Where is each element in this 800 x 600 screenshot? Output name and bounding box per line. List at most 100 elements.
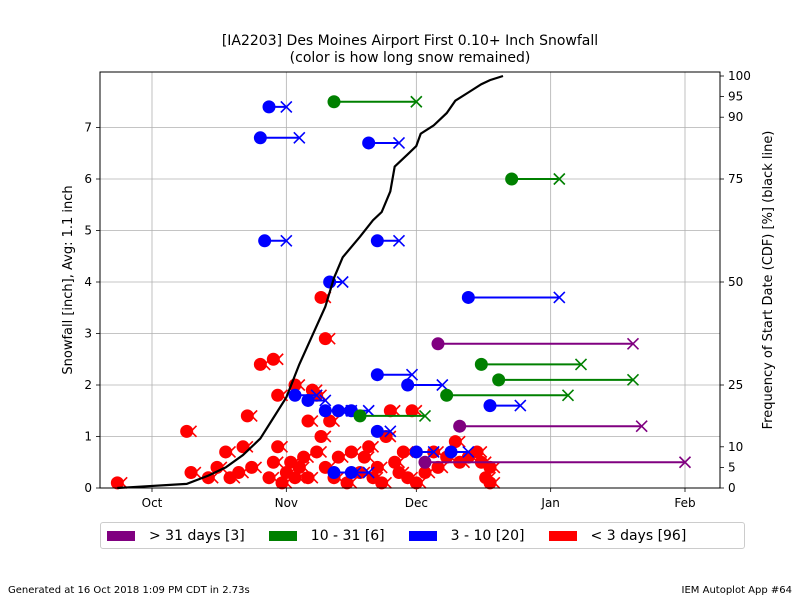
end-marker-x bbox=[553, 291, 566, 304]
end-marker-x bbox=[436, 378, 449, 392]
start-marker-dot bbox=[318, 404, 332, 418]
end-marker-x bbox=[336, 275, 349, 289]
y-axis-label-left: Snowfall [inch], Avg: 1.1 inch bbox=[61, 185, 76, 374]
start-marker-dot bbox=[331, 404, 345, 418]
start-marker-dot bbox=[314, 430, 328, 443]
start-marker-dot bbox=[344, 466, 358, 480]
start-marker-dot bbox=[440, 388, 454, 402]
end-marker-x bbox=[574, 358, 588, 371]
footer-generated: Generated at 16 Oct 2018 1:09 PM CDT in … bbox=[8, 585, 250, 596]
start-marker-dot bbox=[318, 332, 332, 346]
end-marker-x bbox=[410, 95, 423, 108]
end-marker-x bbox=[280, 234, 293, 247]
start-marker-dot bbox=[331, 450, 345, 464]
start-marker-dot bbox=[301, 471, 315, 485]
data-marks bbox=[110, 95, 692, 490]
y-tick-label-left: 3 bbox=[84, 327, 92, 341]
start-marker-dot bbox=[431, 337, 445, 351]
y-tick-label-right: 100 bbox=[728, 69, 751, 83]
legend-swatch-purple bbox=[107, 530, 135, 541]
legend-label: < 3 days [96] bbox=[590, 527, 687, 544]
end-marker-x bbox=[626, 337, 640, 350]
end-marker-x bbox=[678, 456, 692, 469]
start-marker-dot bbox=[370, 368, 384, 382]
start-marker-dot bbox=[431, 460, 445, 474]
start-marker-dot bbox=[448, 435, 462, 449]
legend-swatch-green bbox=[268, 530, 297, 541]
start-marker-dot bbox=[492, 373, 506, 387]
legend-label: 3 - 10 [20] bbox=[450, 527, 525, 544]
start-marker-dot bbox=[388, 455, 402, 469]
y-tick-label-right: 25 bbox=[728, 378, 743, 392]
end-marker-x bbox=[427, 445, 440, 459]
start-marker-dot bbox=[232, 466, 246, 480]
start-marker-dot bbox=[483, 476, 497, 490]
x-tick-label: Dec bbox=[405, 496, 428, 510]
start-marker-dot bbox=[236, 440, 250, 454]
x-tick-label: Feb bbox=[674, 496, 695, 510]
start-marker-dot bbox=[362, 440, 376, 454]
start-marker-dot bbox=[240, 409, 254, 423]
end-marker-x bbox=[462, 445, 475, 459]
start-marker-dot bbox=[474, 357, 488, 371]
y-tick-label-right: 0 bbox=[728, 481, 736, 495]
start-marker-dot bbox=[396, 445, 410, 459]
y-tick-label-left: 0 bbox=[84, 481, 92, 495]
legend-swatch-blue bbox=[408, 530, 437, 541]
legend-swatch-red bbox=[548, 530, 577, 541]
start-marker-dot bbox=[253, 131, 267, 145]
start-marker-dot bbox=[370, 424, 384, 438]
start-marker-dot bbox=[301, 414, 315, 428]
y-tick-label-left: 6 bbox=[84, 172, 92, 186]
start-marker-dot bbox=[271, 388, 285, 402]
start-marker-dot bbox=[262, 100, 276, 114]
end-marker-x bbox=[553, 172, 566, 186]
end-marker-x bbox=[514, 399, 527, 412]
end-marker-x bbox=[319, 394, 332, 407]
start-marker-dot bbox=[370, 234, 384, 248]
start-marker-dot bbox=[344, 445, 358, 459]
start-marker-dot bbox=[266, 455, 280, 469]
start-marker-dot bbox=[340, 476, 354, 490]
grid bbox=[100, 72, 720, 489]
end-marker-x bbox=[293, 131, 306, 144]
start-marker-dot bbox=[219, 445, 233, 459]
start-marker-dot bbox=[409, 445, 423, 459]
cdf-line bbox=[117, 74, 504, 490]
x-tick-label: Jan bbox=[540, 496, 560, 510]
start-marker-dot bbox=[288, 388, 302, 402]
y-tick-label-left: 2 bbox=[84, 378, 92, 392]
end-marker-x bbox=[405, 368, 419, 381]
start-marker-dot bbox=[275, 476, 289, 490]
y-tick-label-right: 50 bbox=[728, 275, 743, 289]
end-marker-x bbox=[280, 100, 293, 113]
start-marker-dot bbox=[383, 404, 397, 418]
chart-subtitle: (color is how long snow remained) bbox=[289, 50, 531, 66]
start-marker-dot bbox=[262, 471, 276, 485]
start-marker-dot bbox=[245, 460, 259, 474]
start-marker-dot bbox=[470, 445, 484, 459]
start-marker-dot bbox=[505, 172, 519, 186]
y-tick-label-right: 90 bbox=[728, 110, 743, 124]
y-tick-label-right: 10 bbox=[728, 440, 743, 454]
start-marker-dot bbox=[184, 466, 198, 480]
footer-app-id: IEM Autoplot App #64 bbox=[681, 585, 792, 596]
start-marker-dot bbox=[301, 393, 315, 407]
end-marker-x bbox=[635, 420, 648, 433]
start-marker-dot bbox=[297, 450, 311, 464]
legend-label: > 31 days [3] bbox=[149, 527, 245, 544]
start-marker-dot bbox=[370, 460, 384, 474]
start-marker-dot bbox=[271, 440, 285, 454]
start-marker-dot bbox=[323, 414, 337, 428]
legend-item-under-3: < 3 days [96] bbox=[548, 527, 687, 544]
y-axis-label-right: Frequency of Start Date (CDF) [%] (black… bbox=[761, 131, 776, 430]
end-marker-x bbox=[418, 409, 432, 422]
end-marker-x bbox=[392, 136, 406, 150]
start-marker-dot bbox=[418, 466, 432, 480]
y-tick-label-left: 5 bbox=[84, 224, 92, 238]
start-marker-dot bbox=[357, 450, 371, 464]
legend-label: 10 - 31 [6] bbox=[310, 527, 385, 544]
axes: Oct Nov Dec Jan Feb 0 1 2 3 4 5 6 7 0 5 10 25 50 75 90 95 100 bbox=[84, 69, 751, 510]
start-marker-dot bbox=[461, 290, 475, 304]
legend-item-3-10: 3 - 10 [20] bbox=[408, 527, 525, 544]
